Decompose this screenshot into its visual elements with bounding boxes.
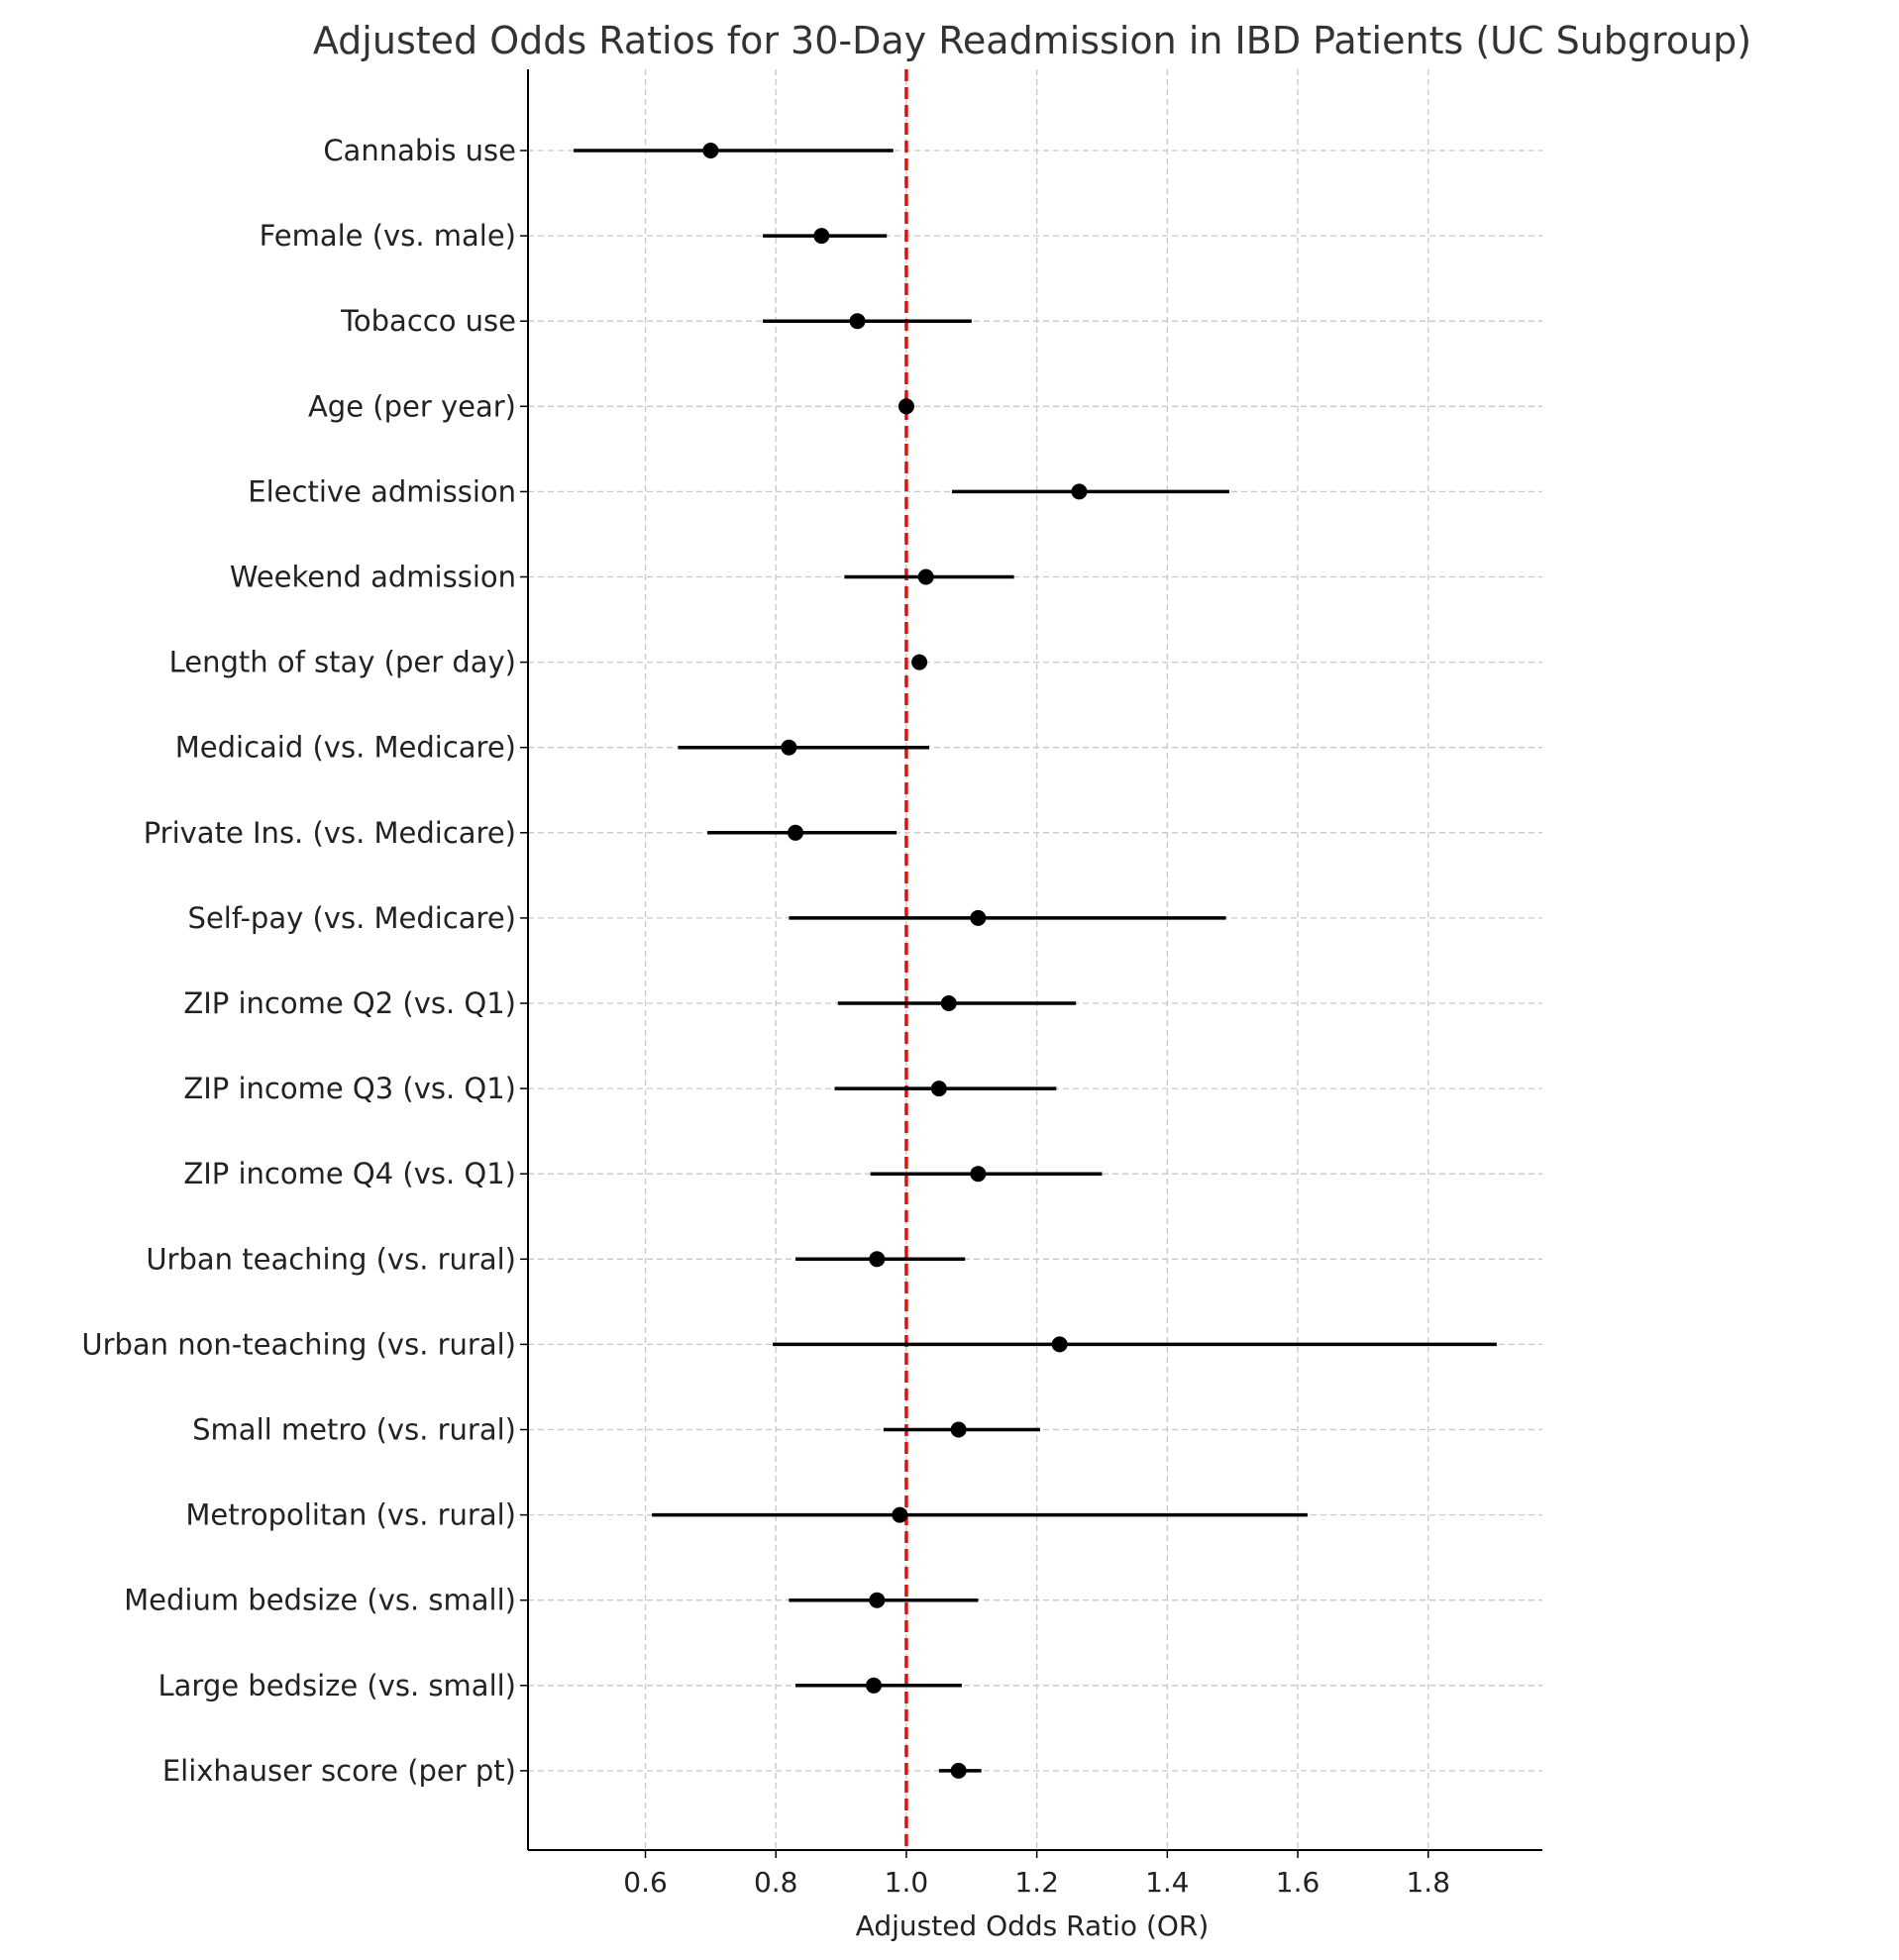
category-label-13: Urban teaching (vs. rural): [146, 1242, 516, 1276]
axes: [527, 69, 1542, 1851]
or-point-1: [813, 228, 830, 245]
category-label-5: Weekend admission: [230, 561, 516, 594]
chart-title: Adjusted Odds Ratios for 30-Day Readmiss…: [313, 19, 1751, 62]
or-point-11: [930, 1081, 947, 1097]
grid-lines: [528, 69, 1542, 1850]
category-label-10: ZIP income Q2 (vs. Q1): [183, 986, 516, 1020]
or-point-5: [917, 568, 934, 585]
category-label-14: Urban non-teaching (vs. rural): [81, 1327, 516, 1361]
or-point-0: [702, 143, 719, 158]
or-point-4: [1071, 483, 1088, 500]
or-point-14: [1051, 1336, 1068, 1353]
category-label-0: Cannabis use: [323, 134, 516, 167]
category-label-15: Small metro (vs. rural): [192, 1413, 516, 1447]
category-label-9: Self-pay (vs. Medicare): [188, 901, 516, 935]
or-point-9: [970, 909, 987, 926]
category-label-6: Length of stay (per day): [169, 646, 516, 679]
category-label-1: Female (vs. male): [260, 219, 516, 253]
category-label-19: Elixhauser score (per pt): [162, 1754, 516, 1788]
x-axis-ticks: 0.6 0.8 1.0 1.2 1.4 1.6 1.8: [623, 1850, 1450, 1899]
category-label-7: Medicaid (vs. Medicare): [175, 731, 516, 765]
or-point-2: [849, 313, 866, 330]
category-label-11: ZIP income Q3 (vs. Q1): [183, 1072, 516, 1105]
x-tick-label-5: 1.6: [1276, 1866, 1320, 1899]
or-point-17: [869, 1592, 886, 1608]
category-label-3: Age (per year): [308, 389, 516, 423]
or-point-18: [866, 1677, 883, 1694]
or-point-7: [781, 739, 797, 756]
x-tick-label-2: 1.0: [885, 1866, 929, 1899]
category-label-2: Tobacco use: [340, 304, 516, 338]
or-point-10: [940, 995, 957, 1011]
odds-ratio-points: [702, 143, 1088, 1779]
x-tick-label-4: 1.4: [1145, 1866, 1190, 1899]
category-label-12: ZIP income Q4 (vs. Q1): [183, 1157, 516, 1190]
x-tick-label-3: 1.2: [1014, 1866, 1059, 1899]
or-point-3: [897, 398, 914, 415]
or-point-6: [911, 654, 928, 671]
x-tick-label-0: 0.6: [623, 1866, 668, 1899]
confidence-intervals: [574, 149, 1497, 1773]
category-label-17: Medium bedsize (vs. small): [124, 1584, 516, 1617]
x-tick-label-6: 1.8: [1406, 1866, 1450, 1899]
or-point-19: [950, 1762, 967, 1779]
x-axis-label: Adjusted Odds Ratio (OR): [856, 1909, 1210, 1942]
or-point-16: [892, 1506, 908, 1523]
category-label-16: Metropolitan (vs. rural): [185, 1498, 516, 1532]
category-label-4: Elective admission: [248, 474, 516, 508]
x-tick-label-1: 0.8: [754, 1866, 798, 1899]
category-label-18: Large bedsize (vs. small): [158, 1669, 517, 1702]
or-point-15: [950, 1421, 967, 1438]
y-axis-ticks: Cannabis use Female (vs. male) Tobacco use…: [81, 134, 528, 1788]
or-point-13: [869, 1251, 886, 1268]
or-point-8: [787, 824, 803, 841]
or-point-12: [970, 1166, 987, 1183]
category-label-8: Private Ins. (vs. Medicare): [144, 816, 516, 850]
